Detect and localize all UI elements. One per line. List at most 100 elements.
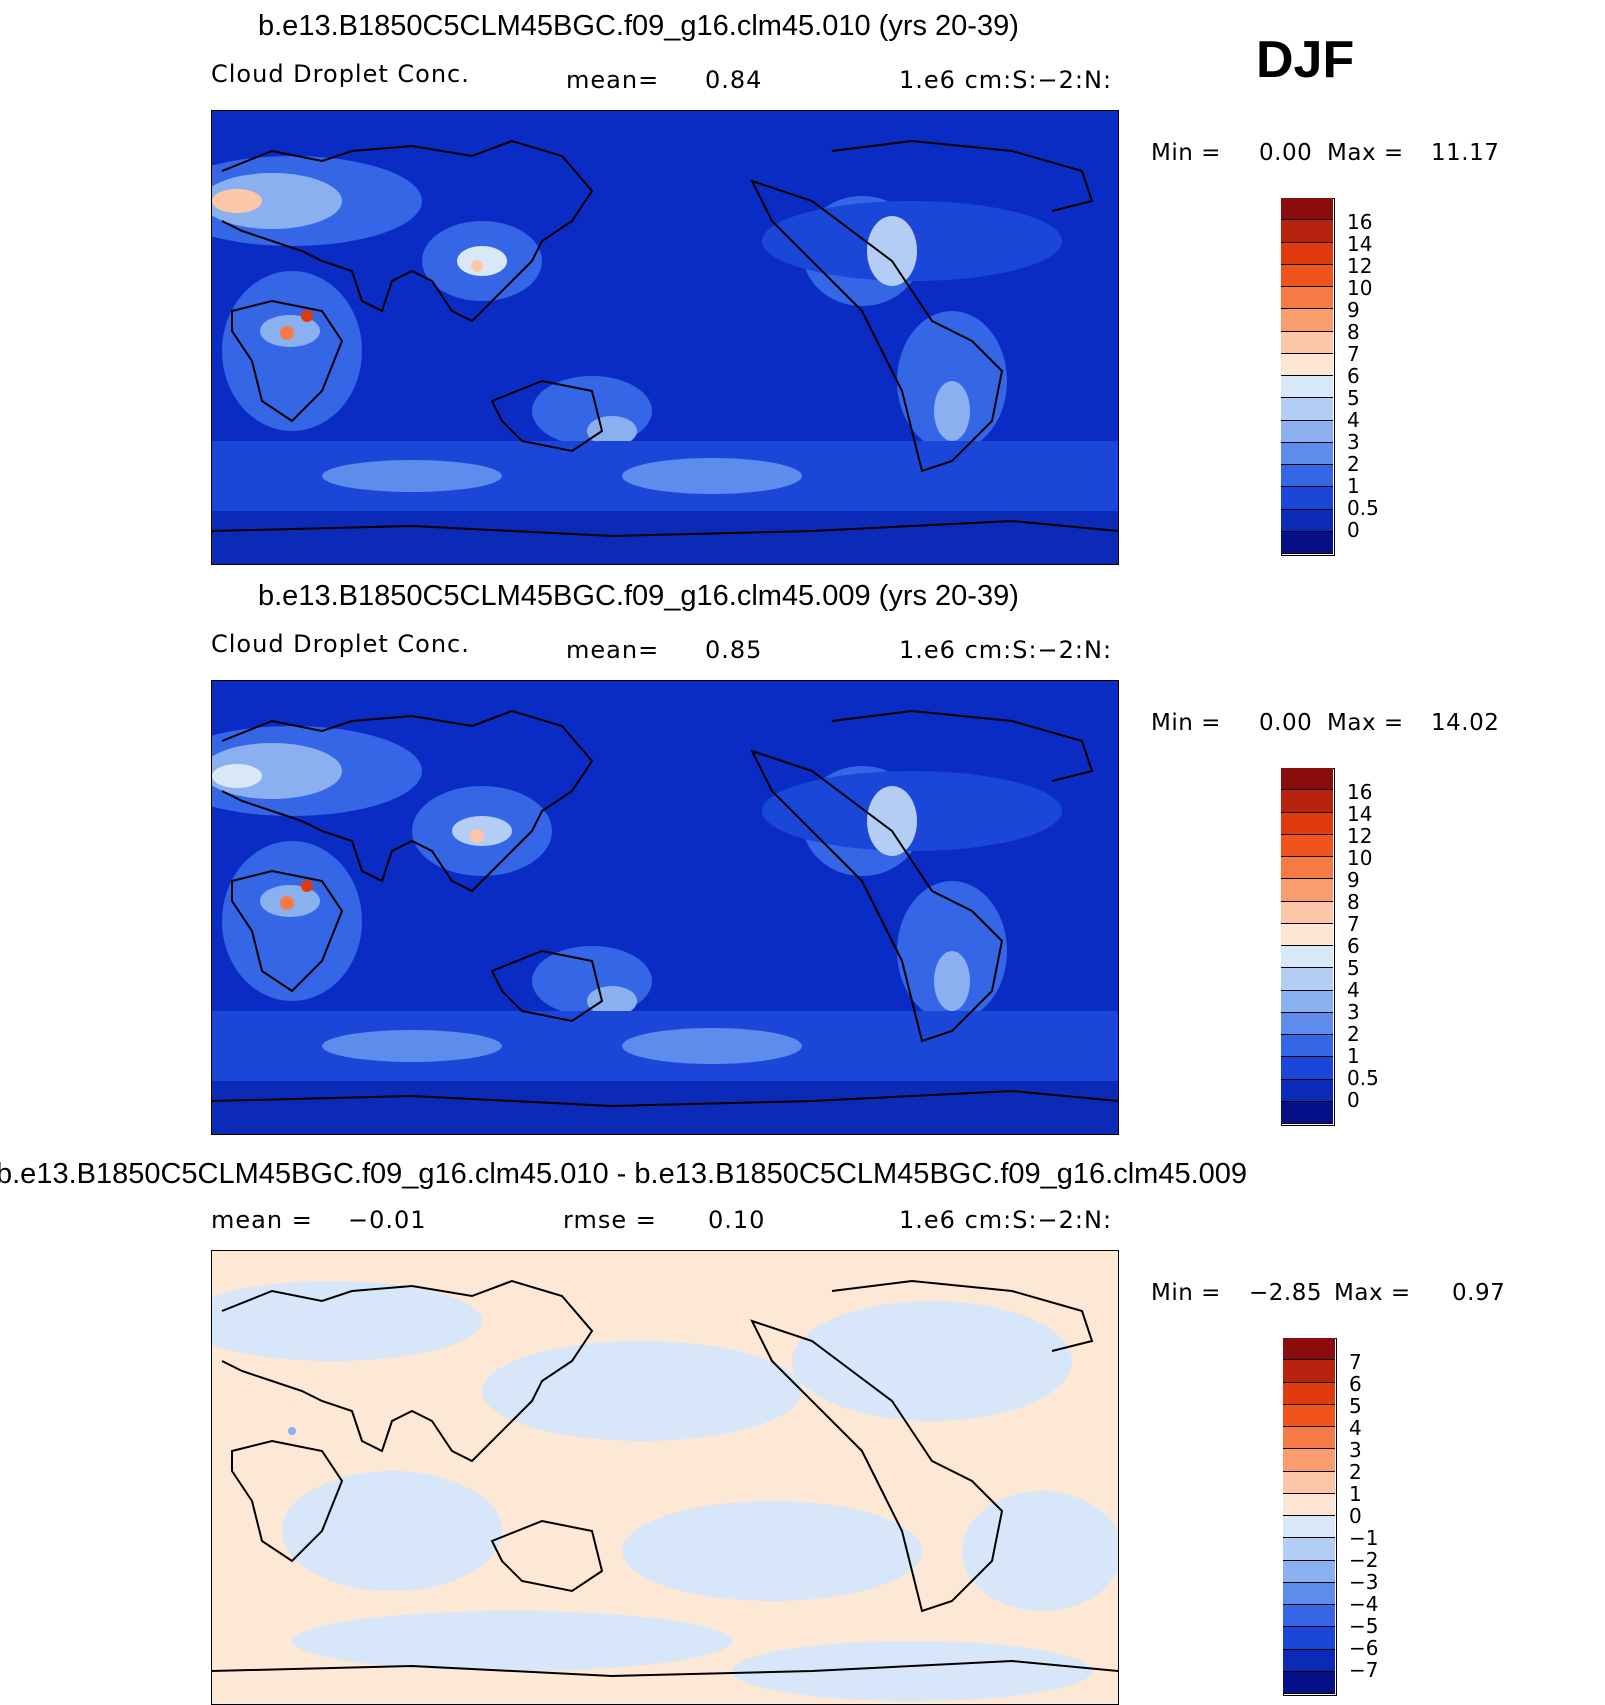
panel-2-mean-label: mean= [566,636,660,664]
panel-2-title: b.e13.B1850C5CLM45BGC.f09_g16.clm45.009 … [258,580,1019,612]
panel-1-cbar-label-5: 5 [1347,386,1360,410]
panel-1-max-value: 11.17 [1431,140,1500,166]
panel-1-min-value: 0.00 [1259,140,1313,166]
panel-2-cbar-label-5: 5 [1347,956,1360,980]
panel-3-map-svg [212,1251,1118,1704]
colorbar-cell [1281,531,1333,554]
panel-1-cbar-label-14: 14 [1347,232,1373,256]
panel-2-max-label: Max = [1327,710,1404,736]
colorbar-cell [1281,287,1333,310]
colorbar-cell [1281,1079,1333,1102]
panel-2-cbar-label-16: 16 [1347,780,1373,804]
season-label: DJF [1256,31,1355,89]
colorbar-cell [1283,1582,1335,1605]
panel-3-cbar-label-1: 1 [1349,1482,1362,1506]
panel-1-min-label: Min = [1151,140,1221,166]
colorbar-cell [1281,487,1333,510]
colorbar-cell [1283,1404,1335,1427]
colorbar-cell [1283,1538,1335,1561]
colorbar-cell [1281,242,1333,265]
panel-3-cbar-label-neg5: −5 [1349,1614,1379,1638]
panel-1-cbar-label-0.5: 0.5 [1347,496,1379,520]
panel-1-max-label: Max = [1327,140,1404,166]
panel-3-cbar-label-neg4: −4 [1349,1592,1379,1616]
colorbar-cell [1283,1449,1335,1472]
panel-3-cbar-label-neg3: −3 [1349,1570,1379,1594]
colorbar-cell [1283,1493,1335,1516]
colorbar-cell [1283,1516,1335,1539]
panel-1-map-svg [212,111,1118,564]
panel-3-cbar-label-4: 4 [1349,1416,1362,1440]
colorbar-cell [1281,834,1333,857]
panel-3-min-value: −2.85 [1249,1280,1322,1306]
colorbar-cell [1281,398,1333,421]
panel-3-cbar-label-7: 7 [1349,1350,1362,1374]
panel-1-cbar-label-10: 10 [1347,276,1373,300]
panel-2-max-value: 14.02 [1431,710,1500,736]
panel-2-map-svg [212,681,1118,1134]
panel-2-cbar-label-8: 8 [1347,890,1360,914]
panel-1-cbar-label-0: 0 [1347,518,1360,542]
colorbar-cell [1283,1671,1335,1694]
panel-2-map [211,680,1119,1135]
panel-3-cbar-label-0: 0 [1349,1504,1362,1528]
panel-3-mean-value: −0.01 [348,1206,427,1234]
panel-2-cbar-label-6: 6 [1347,934,1360,958]
colorbar-cell [1281,420,1333,443]
panel-3-max-value: 0.97 [1452,1280,1506,1306]
colorbar-cell [1283,1649,1335,1672]
colorbar-cell [1281,1035,1333,1058]
colorbar-cell [1281,923,1333,946]
colorbar-cell [1281,442,1333,465]
panel-3-min-label: Min = [1151,1280,1221,1306]
colorbar-cell [1281,768,1333,791]
panel-1-mean-label: mean= [566,66,660,94]
colorbar-cell [1281,990,1333,1013]
panel-2-cbar-label-4: 4 [1347,978,1360,1002]
colorbar-cell [1283,1605,1335,1628]
panel-3-cbar-label-5: 5 [1349,1394,1362,1418]
panel-2-cbar-label-0.5: 0.5 [1347,1066,1379,1090]
panel-2-mean-value: 0.85 [705,636,763,664]
colorbar-cell [1281,1057,1333,1080]
panel-1-cbar-label-4: 4 [1347,408,1360,432]
panel-2-cbar-label-9: 9 [1347,868,1360,892]
panel-3-cbar-label-neg7: −7 [1349,1658,1379,1682]
colorbar-cell [1283,1338,1335,1361]
colorbar-cell [1281,376,1333,399]
panel-3-units: 1.e6 cm:S:−2:N: [899,1206,1113,1234]
colorbar-cell [1281,331,1333,354]
panel-2-min-value: 0.00 [1259,710,1313,736]
panel-2-cbar-label-10: 10 [1347,846,1373,870]
panel-3-rmse-value: 0.10 [708,1206,766,1234]
colorbar-cell [1283,1382,1335,1405]
colorbar-cell [1283,1360,1335,1383]
panel-2-cbar-label-12: 12 [1347,824,1373,848]
panel-3-cbar-label-neg6: −6 [1349,1636,1379,1660]
colorbar-cell [1283,1471,1335,1494]
panel-1-variable-label: Cloud Droplet Conc. [211,60,470,88]
colorbar-cell [1281,879,1333,902]
panel-3-cbar-label-neg2: −2 [1349,1548,1379,1572]
panel-1-map [211,110,1119,565]
colorbar-cell [1283,1560,1335,1583]
colorbar-cell [1281,857,1333,880]
colorbar-cell [1281,1101,1333,1124]
panel-1-cbar-label-2: 2 [1347,452,1360,476]
panel-3-cbar-label-6: 6 [1349,1372,1362,1396]
colorbar-cell [1281,901,1333,924]
panel-1-units: 1.e6 cm:S:−2:N: [899,66,1113,94]
panel-1-cbar-label-8: 8 [1347,320,1360,344]
panel-2-min-label: Min = [1151,710,1221,736]
panel-1-cbar-label-16: 16 [1347,210,1373,234]
panel-2-cbar-label-7: 7 [1347,912,1360,936]
colorbar-cell [1281,812,1333,835]
panel-3-cbar-label-2: 2 [1349,1460,1362,1484]
colorbar-cell [1281,220,1333,243]
panel-3-mean-label: mean = [211,1206,313,1234]
panel-2-cbar-label-2: 2 [1347,1022,1360,1046]
colorbar-cell [1281,968,1333,991]
panel-3-cbar-label-3: 3 [1349,1438,1362,1462]
colorbar-cell [1281,509,1333,532]
colorbar-cell [1281,309,1333,332]
